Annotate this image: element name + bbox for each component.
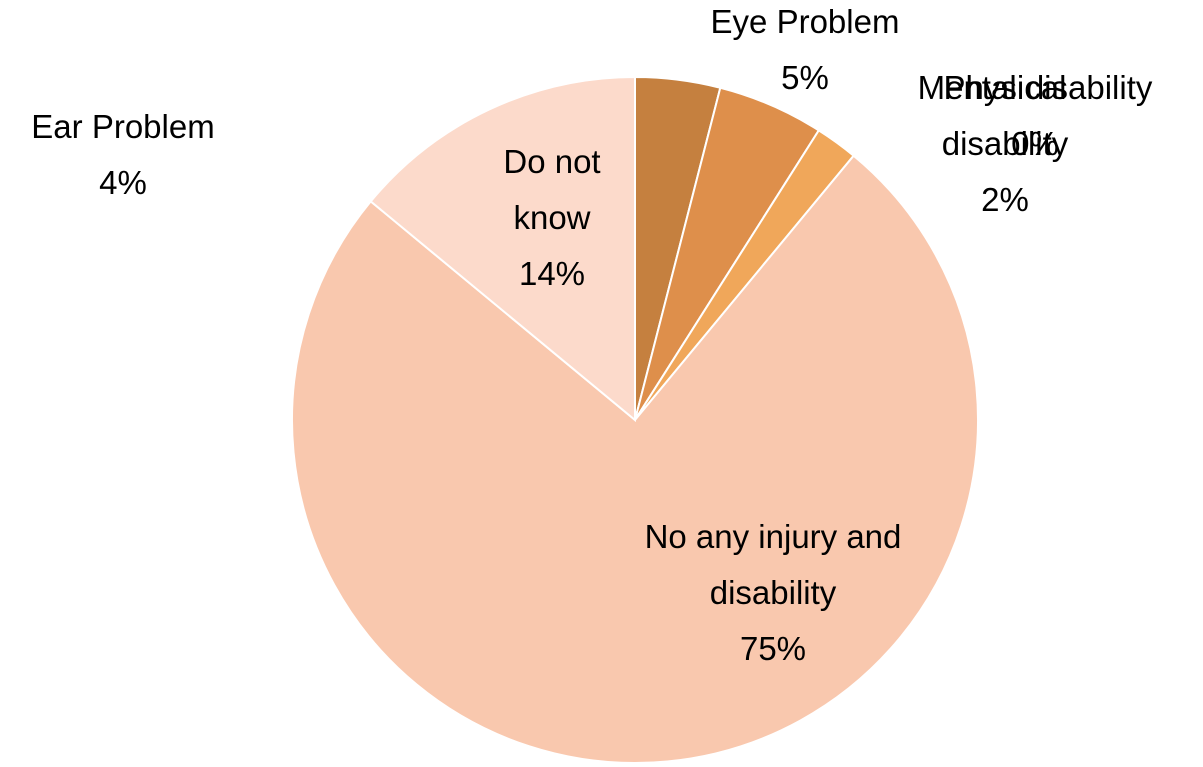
value-label: 5% (781, 59, 829, 96)
slice-label: No any injury and disability 75% (623, 509, 923, 677)
slice-label: Eye Problem 5% (665, 0, 945, 106)
category-label: No any injury and disability (644, 518, 902, 611)
value-label: 2% (981, 181, 1029, 218)
slice-label: Ear Problem 4% (0, 99, 263, 211)
value-label: 4% (99, 164, 147, 201)
pie-slice (369, 75, 636, 423)
value-label: 75% (739, 630, 807, 667)
category-label: Ear Problem (31, 108, 215, 145)
value-label: 0% (1011, 125, 1059, 162)
slice-label: Mental disability 0% (865, 60, 1203, 172)
category-label: Mental disability (917, 69, 1153, 106)
category-label: Do not know (503, 143, 601, 236)
pie-slice (291, 154, 979, 764)
slice-label: Do not know 14% (477, 134, 627, 302)
category-label: Eye Problem (710, 3, 900, 40)
category-label: Physical disability (941, 69, 1069, 162)
value-label: 14% (518, 255, 586, 292)
slice-label: Physical disability 2% (915, 60, 1095, 228)
